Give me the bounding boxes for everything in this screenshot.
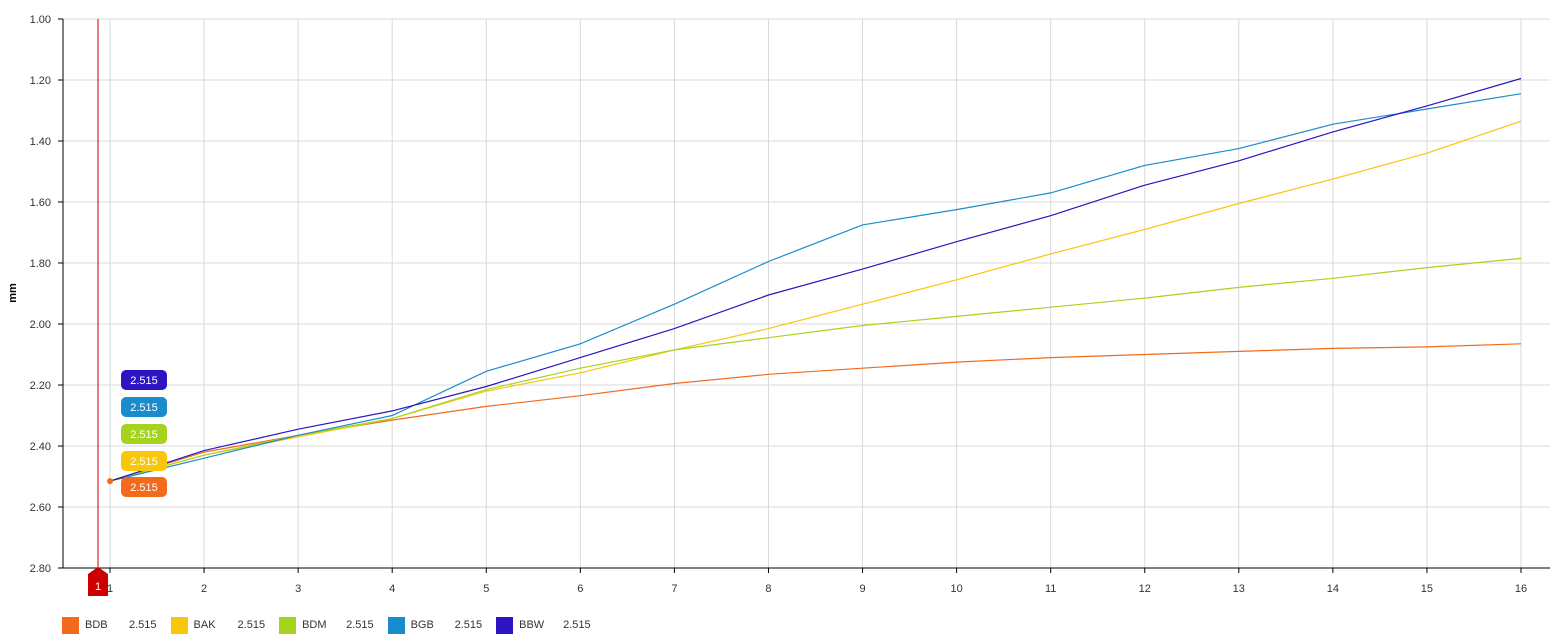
tooltips: 2.515 2.515 2.515 2.515 2.515 (107, 370, 167, 497)
x-tick-label: 8 (765, 583, 771, 595)
x-tick-label: 10 (950, 583, 962, 595)
cursor-marker[interactable] (88, 567, 108, 596)
y-tick-label: 2.00 (30, 319, 51, 331)
tooltip-bubble-bgb (121, 397, 167, 417)
x-tick-label: 14 (1327, 583, 1339, 595)
legend-swatch (279, 616, 297, 634)
legend-item-bbw[interactable]: BBW 2.515 (496, 616, 591, 634)
axes: 1.00 1.20 1.40 1.60 1.80 2.00 2.20 2.40 2.60 2.80… (30, 14, 1550, 595)
series-line-bbw (109, 77, 1522, 482)
tooltip-value: 2.515 (130, 429, 158, 441)
legend-swatch (496, 616, 514, 634)
tooltip-bubble-bdm (121, 424, 167, 444)
legend-series-name: BAK (193, 619, 216, 631)
tooltip-value: 2.515 (130, 375, 158, 387)
tooltip-bubble-bdb (121, 477, 167, 497)
x-tick-label: 11 (1045, 583, 1056, 595)
x-tick-label: 6 (577, 583, 583, 595)
legend-series-name: BBW (519, 619, 545, 631)
y-tick-label: 2.40 (30, 441, 51, 453)
x-tick-label: 7 (671, 583, 677, 595)
legend-swatch (62, 616, 79, 634)
x-tick-label: 1 (107, 583, 113, 595)
legend-item-bdb[interactable]: BDB 2.515 (62, 616, 157, 634)
y-tick-label: 2.20 (30, 380, 51, 392)
grid (63, 18, 1550, 569)
series-line-bdm (109, 257, 1522, 482)
y-tick-label: 1.80 (30, 258, 51, 270)
x-tick-label: 16 (1515, 583, 1527, 595)
legend-series-value: 2.515 (563, 619, 591, 631)
x-tick-label: 12 (1139, 583, 1151, 595)
x-tick-label: 2 (201, 583, 207, 595)
legend: BDB 2.515 BAK 2.515 BDM 2.515 BGB 2.515 BBW 2.515 (62, 616, 605, 634)
x-tick-label: 15 (1421, 583, 1433, 595)
legend-series-value: 2.515 (454, 619, 483, 631)
x-tick-label: 5 (483, 583, 489, 595)
legend-series-value: 2.515 (129, 619, 157, 631)
x-tick-label: 4 (389, 583, 395, 595)
y-axis-title: mm (7, 283, 19, 303)
data-point-marker (107, 478, 113, 485)
series-line-bdb (109, 343, 1522, 482)
legend-item-bak[interactable]: BAK 2.515 (170, 616, 266, 634)
x-tick-label: 9 (859, 583, 865, 595)
y-tick-label: 1.60 (30, 197, 51, 209)
legend-swatch (170, 616, 188, 634)
tooltip-value: 2.515 (130, 456, 158, 468)
tooltip-value: 2.515 (130, 402, 158, 414)
series-line-bak (109, 120, 1522, 482)
legend-series-value: 2.515 (237, 619, 266, 631)
legend-item-bdm[interactable]: BDM 2.515 (279, 616, 374, 634)
legend-series-name: BDB (85, 619, 108, 631)
y-tick-label: 2.80 (30, 563, 51, 575)
legend-series-name: BDM (302, 619, 327, 631)
tooltip-value: 2.515 (130, 482, 158, 494)
y-tick-label: 1.20 (30, 75, 51, 87)
x-tick-label: 13 (1233, 583, 1245, 595)
cursor-marker-label: 1 (95, 581, 101, 593)
x-tick-label: 3 (295, 583, 301, 595)
cursor[interactable]: 1 (88, 19, 108, 596)
y-tick-label: 1.40 (30, 136, 51, 148)
series-lines (109, 77, 1522, 482)
legend-item-bgb[interactable]: BGB 2.515 (387, 616, 483, 634)
legend-series-value: 2.515 (346, 619, 374, 631)
legend-swatch (387, 616, 405, 634)
y-tick-label: 1.00 (30, 14, 51, 26)
series-line-bgb (109, 93, 1522, 482)
legend-series-name: BGB (410, 619, 434, 631)
y-tick-label: 2.60 (30, 502, 51, 514)
tooltip-bubble-bak (121, 451, 167, 471)
tooltip-bubble-bbw (121, 370, 167, 390)
